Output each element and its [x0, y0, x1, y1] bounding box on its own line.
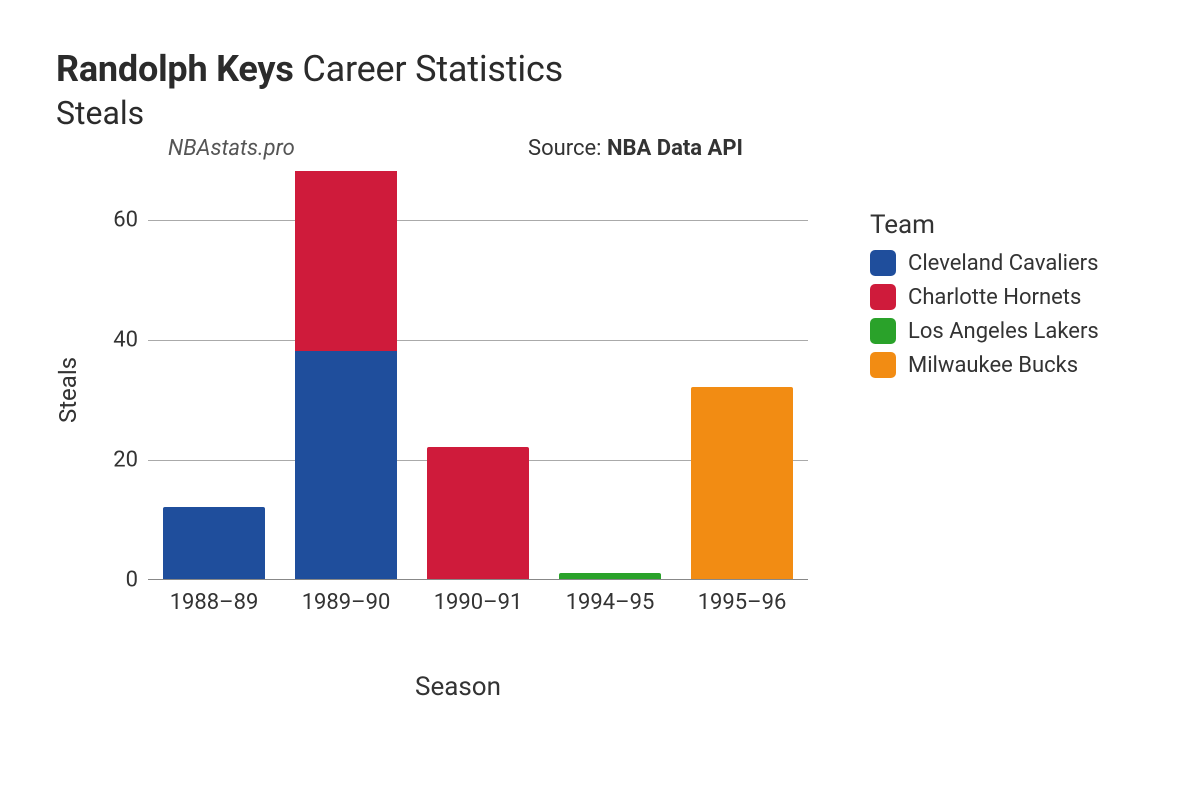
y-axis-label: Steals	[54, 357, 82, 423]
x-tick-label: 1994–95	[566, 590, 655, 615]
x-tick-label: 1990–91	[434, 590, 523, 615]
x-tick-label: 1989–90	[302, 590, 391, 615]
source-name: NBA Data API	[607, 136, 743, 161]
plot-region: 02040601988–891989–901990–911994–951995–…	[148, 160, 808, 580]
y-tick-label: 40	[98, 328, 138, 353]
chart-subtitle: Steals	[56, 94, 1144, 132]
x-axis-label: Season	[415, 672, 501, 702]
gridline	[148, 220, 808, 221]
legend-label: Charlotte Hornets	[908, 285, 1081, 310]
legend-item: Charlotte Hornets	[870, 284, 1099, 310]
legend-item: Cleveland Cavaliers	[870, 250, 1099, 276]
bar-segment	[163, 507, 266, 579]
x-tick-label: 1988–89	[170, 590, 259, 615]
legend-swatch	[870, 318, 896, 344]
legend: Team Cleveland Cavaliers Charlotte Hornet…	[870, 210, 1099, 386]
legend-label: Cleveland Cavaliers	[908, 251, 1098, 276]
legend-item: Milwaukee Bucks	[870, 352, 1099, 378]
bar-segment	[295, 171, 398, 351]
legend-item: Los Angeles Lakers	[870, 318, 1099, 344]
legend-swatch	[870, 284, 896, 310]
x-tick-label: 1995–96	[698, 590, 787, 615]
bar-segment	[559, 573, 662, 579]
legend-swatch	[870, 250, 896, 276]
chart-area: NBAstats.pro Source: NBA Data API Steals…	[108, 160, 808, 620]
y-tick-label: 0	[98, 568, 138, 593]
chart-container: Randolph Keys Career Statistics Steals N…	[0, 0, 1200, 800]
y-tick-label: 60	[98, 208, 138, 233]
bar-segment	[427, 447, 530, 579]
legend-label: Milwaukee Bucks	[908, 353, 1078, 378]
legend-items: Cleveland Cavaliers Charlotte Hornets Los …	[870, 250, 1099, 378]
bar-segment	[691, 387, 794, 579]
title-block: Randolph Keys Career Statistics Steals	[56, 48, 1144, 132]
legend-swatch	[870, 352, 896, 378]
credit-text: NBAstats.pro	[168, 136, 295, 161]
legend-label: Los Angeles Lakers	[908, 319, 1099, 344]
source-prefix: Source:	[528, 136, 607, 161]
legend-title: Team	[870, 210, 1099, 240]
title-suffix: Career Statistics	[302, 48, 563, 90]
gridline	[148, 340, 808, 341]
y-tick-label: 20	[98, 448, 138, 473]
chart-title: Randolph Keys Career Statistics	[56, 48, 1144, 90]
source-text: Source: NBA Data API	[528, 136, 743, 161]
player-name: Randolph Keys	[56, 48, 294, 90]
bar-segment	[295, 351, 398, 579]
